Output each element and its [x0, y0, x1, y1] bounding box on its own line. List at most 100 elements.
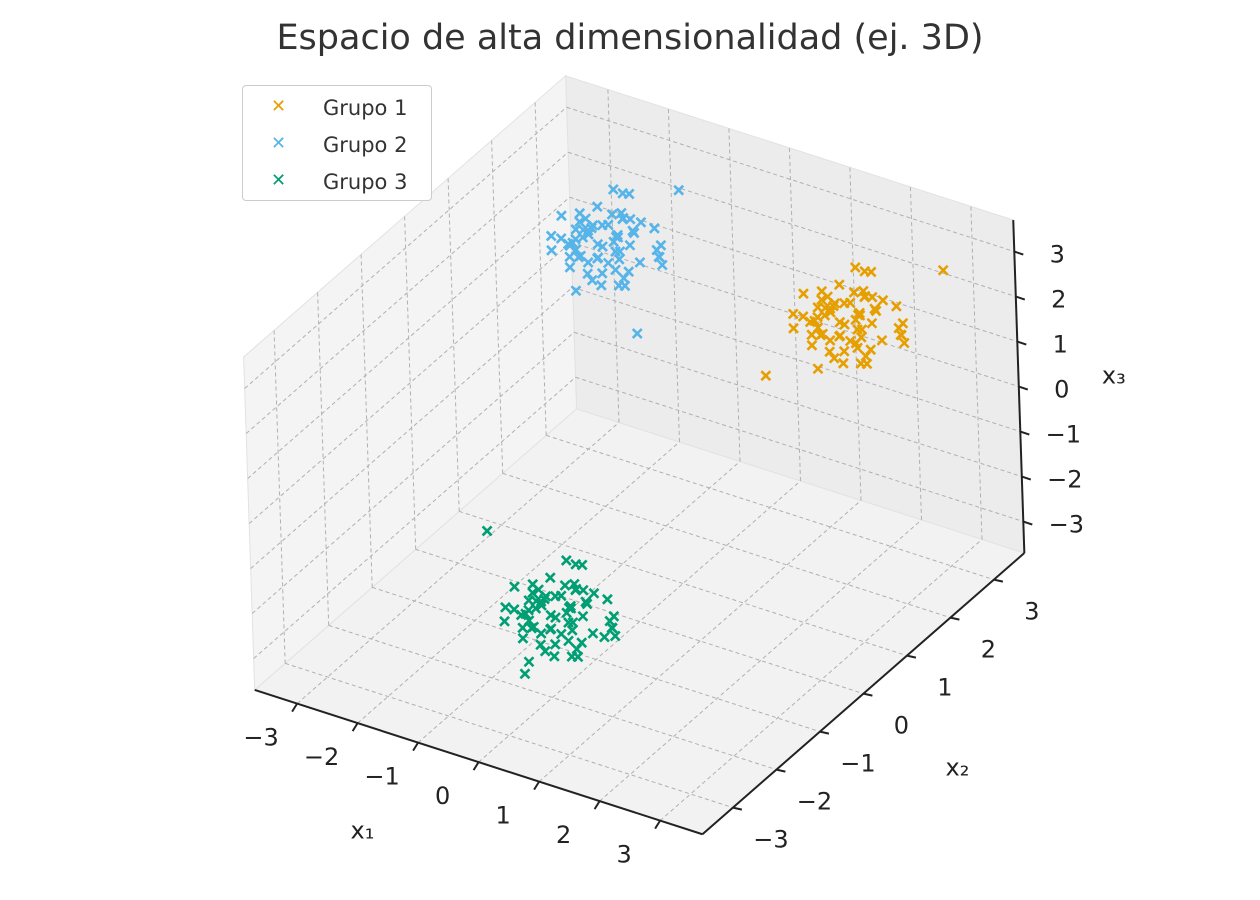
z-tick-label: −1 [1046, 421, 1081, 449]
data-point-grupo-1 [787, 308, 799, 320]
data-point-grupo-2 [602, 219, 614, 231]
legend-label: Grupo 2 [323, 133, 408, 157]
data-point-grupo-1 [898, 337, 910, 349]
y-tick-label: −3 [753, 826, 788, 854]
data-point-grupo-2 [612, 229, 624, 241]
grid-line [575, 376, 1024, 523]
data-point-grupo-2 [591, 253, 603, 264]
grid-line [567, 151, 1016, 298]
data-point-grupo-2 [545, 230, 557, 242]
grid-line [659, 539, 983, 821]
data-point-grupo-2 [592, 238, 604, 250]
grid-line [538, 500, 862, 782]
data-point-grupo-2 [591, 201, 603, 213]
data-point-grupo-1 [806, 329, 818, 341]
data-point-grupo-1 [812, 363, 824, 375]
data-point-grupo-2 [564, 251, 576, 263]
data-point-grupo-3 [517, 632, 529, 644]
data-point-grupo-2 [653, 251, 665, 263]
x-tick-label: −2 [304, 743, 339, 771]
legend-item-grupo-2[interactable]: ✕ Grupo 2 [243, 127, 433, 163]
data-point-grupo-3 [565, 600, 577, 612]
data-point-grupo-3 [499, 615, 510, 627]
data-point-grupo-2 [613, 280, 625, 291]
grid-line [478, 480, 801, 763]
grid-line [566, 106, 1015, 253]
data-point-grupo-2 [634, 256, 646, 268]
axis-lines [254, 220, 1033, 836]
x-tick-label: −1 [364, 763, 399, 791]
z-tick-label: 0 [1054, 376, 1069, 404]
data-points [481, 183, 949, 680]
z-tick-label: 1 [1053, 331, 1068, 359]
data-point-grupo-1 [852, 324, 863, 335]
z-axis-label: x₃ [1102, 362, 1126, 390]
y-tick-mark [819, 730, 830, 735]
data-point-grupo-1 [876, 334, 888, 346]
data-point-grupo-2 [606, 209, 618, 220]
grid-line [546, 434, 995, 581]
data-point-grupo-3 [533, 584, 545, 596]
data-point-grupo-1 [895, 329, 907, 341]
data-point-grupo-1 [844, 335, 856, 347]
legend-label: Grupo 3 [323, 170, 408, 194]
data-point-grupo-1 [850, 337, 862, 349]
chart-title: Espacio de alta dimensionalidad (ej. 3D) [276, 18, 984, 58]
x-tick-mark [291, 703, 298, 713]
z-tick-mark [1022, 520, 1033, 526]
data-point-grupo-1 [937, 264, 949, 276]
data-point-grupo-1 [828, 352, 840, 364]
data-point-grupo-3 [509, 581, 520, 593]
legend-item-grupo-1[interactable]: ✕ Grupo 1 [243, 90, 433, 126]
data-point-grupo-2 [573, 251, 584, 263]
grid-line [502, 472, 951, 619]
data-point-grupo-2 [595, 279, 607, 291]
data-point-grupo-3 [601, 593, 613, 605]
data-point-grupo-2 [602, 257, 614, 269]
grid-line [570, 241, 1019, 388]
data-point-grupo-3 [599, 631, 610, 643]
data-point-grupo-1 [788, 322, 799, 334]
y-tick-mark [776, 768, 786, 773]
data-point-grupo-3 [548, 650, 560, 662]
x-tick-mark [533, 781, 540, 791]
grid-line [247, 196, 570, 479]
data-point-grupo-1 [855, 358, 867, 369]
data-point-grupo-2 [627, 225, 639, 237]
data-point-grupo-1 [812, 311, 823, 323]
data-point-grupo-1 [844, 297, 856, 309]
data-point-grupo-1 [833, 279, 845, 291]
data-point-grupo-2 [586, 274, 598, 286]
grid-line [572, 286, 1021, 433]
data-point-grupo-3 [544, 624, 556, 635]
data-point-grupo-3 [500, 601, 511, 613]
y-tick-label: −1 [840, 750, 875, 778]
z-tick-mark [1021, 475, 1032, 481]
grid-line [248, 241, 572, 524]
z-tick-label: 3 [1050, 241, 1065, 269]
data-point-grupo-2 [607, 183, 619, 195]
legend: ✕ Grupo 1 ✕ Grupo 2 ✕ Grupo 3 [242, 85, 432, 201]
data-point-grupo-3 [555, 628, 567, 640]
data-point-grupo-3 [544, 572, 556, 584]
x-marker-icon: ✕ [271, 96, 287, 117]
y-tick-mark [950, 616, 960, 621]
data-point-grupo-3 [555, 590, 567, 602]
legend-item-grupo-3[interactable]: ✕ Grupo 3 [243, 164, 433, 200]
data-point-grupo-1 [854, 307, 866, 319]
data-point-grupo-1 [824, 346, 836, 358]
z-tick-mark [1013, 250, 1024, 256]
data-point-grupo-3 [576, 559, 588, 571]
data-point-grupo-1 [869, 303, 881, 315]
data-point-grupo-2 [596, 267, 608, 279]
data-point-grupo-3 [539, 645, 551, 657]
data-point-grupo-3 [517, 622, 529, 634]
data-point-grupo-1 [877, 294, 889, 306]
data-point-grupo-1 [849, 261, 861, 273]
data-point-grupo-1 [857, 285, 869, 297]
data-point-grupo-3 [519, 668, 531, 680]
data-point-grupo-1 [822, 291, 834, 303]
data-point-grupo-3 [539, 593, 550, 605]
z-tick-mark [1015, 295, 1026, 301]
data-point-grupo-2 [570, 223, 582, 235]
